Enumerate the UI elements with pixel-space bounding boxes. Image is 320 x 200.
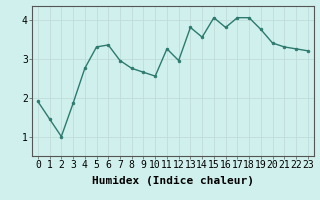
- X-axis label: Humidex (Indice chaleur): Humidex (Indice chaleur): [92, 176, 254, 186]
